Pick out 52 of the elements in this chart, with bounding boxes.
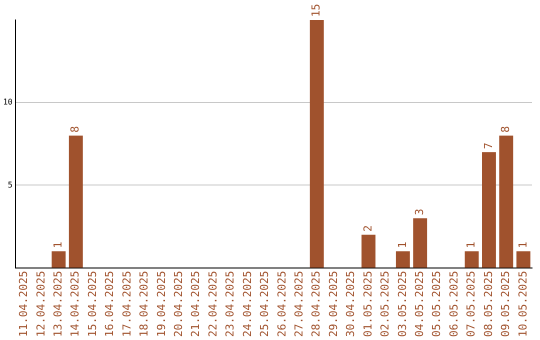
bar	[68, 136, 83, 268]
x-tick-label: 27.04.2025	[292, 270, 306, 338]
bar	[516, 251, 530, 268]
x-tick-label: 03.05.2025	[396, 270, 409, 338]
x-tick-label: 15.04.2025	[86, 270, 99, 338]
x-tick-label: 04.05.2025	[412, 270, 426, 338]
x-tick-label: 07.05.2025	[464, 270, 478, 338]
bar	[464, 251, 479, 268]
y-tick-label: 5	[8, 180, 13, 190]
bar	[52, 251, 66, 268]
x-tick-label: 23.04.2025	[224, 270, 237, 338]
bar	[499, 136, 514, 268]
bar	[413, 218, 428, 268]
x-tick-label: 10.05.2025	[516, 270, 530, 338]
x-tick-label: 29.04.2025	[326, 270, 340, 338]
x-tick-label: 30.04.2025	[344, 270, 358, 338]
data-label: 7	[482, 142, 495, 150]
data-label: 15	[310, 4, 323, 17]
x-tick-label: 09.05.2025	[499, 270, 512, 338]
x-tick-label: 11.04.2025	[17, 270, 30, 338]
x-tick-label: 08.05.2025	[482, 270, 495, 338]
x-tick-label: 13.04.2025	[52, 270, 65, 338]
x-tick-label: 06.05.2025	[447, 270, 460, 338]
x-tick-label: 19.04.2025	[154, 270, 168, 338]
x-tick-label: 21.04.2025	[189, 270, 202, 338]
data-label: 1	[464, 242, 478, 248]
bar	[362, 234, 376, 268]
bar	[310, 20, 324, 268]
x-tick-label: 05.05.2025	[430, 270, 444, 338]
x-tick-label: 14.04.2025	[68, 270, 82, 338]
x-tick-label: 22.04.2025	[206, 270, 220, 338]
y-tick-label: 10	[2, 98, 13, 107]
x-tick-label: 01.05.2025	[361, 270, 374, 338]
bar	[396, 251, 410, 268]
data-label: 1	[516, 242, 530, 248]
x-tick-label: 18.04.2025	[138, 270, 151, 338]
data-label: 1	[396, 242, 409, 248]
x-tick-label: 28.04.2025	[310, 270, 323, 338]
x-tick-label: 16.04.2025	[103, 270, 116, 338]
x-tick-label: 24.04.2025	[240, 270, 254, 338]
data-label: 3	[412, 208, 426, 216]
data-label: 8	[499, 126, 512, 133]
x-tick-label: 17.04.2025	[120, 270, 134, 338]
x-tick-label: 02.05.2025	[378, 270, 392, 338]
data-label: 8	[68, 126, 82, 133]
data-label: 1	[52, 242, 65, 248]
data-label: 2	[361, 225, 374, 232]
x-tick-label: 20.04.2025	[172, 270, 186, 338]
bar	[482, 152, 496, 268]
x-tick-label: 12.04.2025	[34, 270, 48, 338]
x-tick-label: 25.04.2025	[258, 270, 272, 338]
x-tick-label: 26.04.2025	[275, 270, 288, 338]
